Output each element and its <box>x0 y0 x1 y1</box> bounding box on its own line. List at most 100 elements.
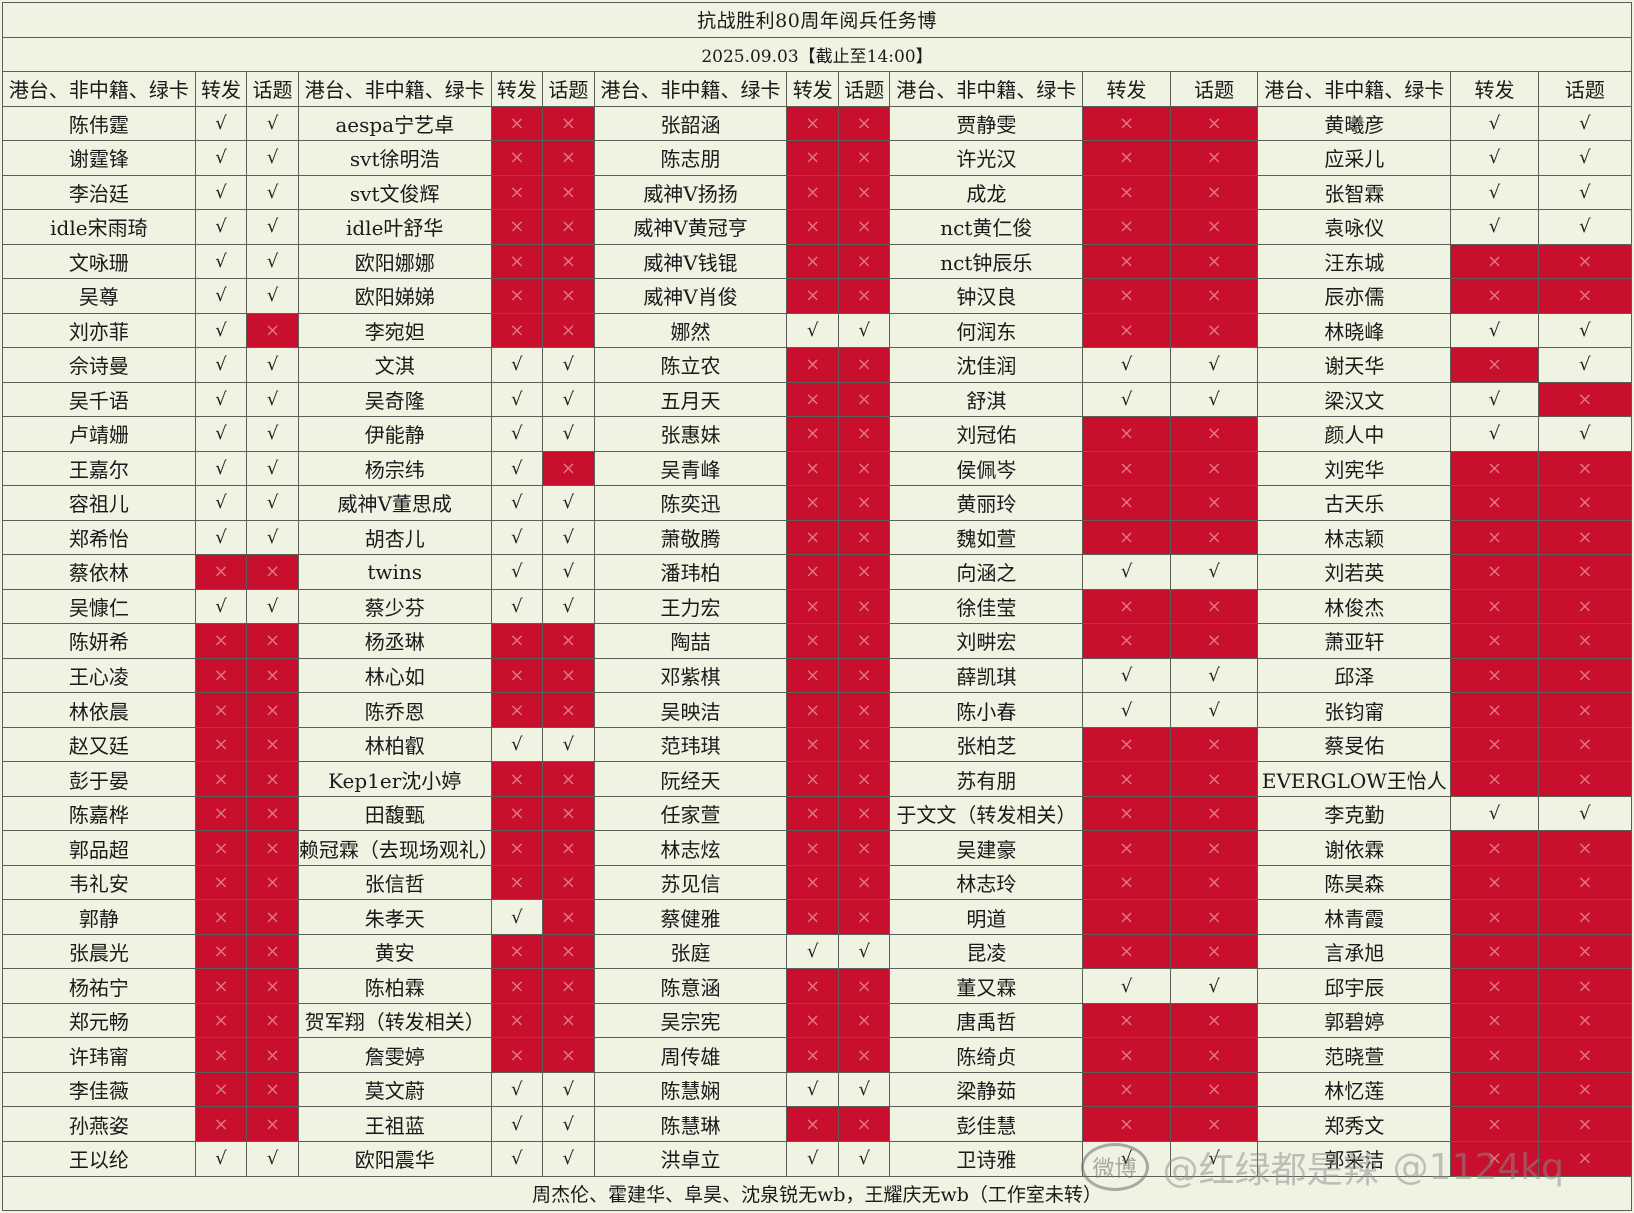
topic-cross-icon: × <box>1537 968 1633 1004</box>
person-name: 娜然 <box>593 312 788 349</box>
person-name: 欧阳娣娣 <box>297 278 492 314</box>
topic-check-icon: √ <box>542 519 595 556</box>
repost-cross-icon: × <box>1082 105 1171 142</box>
topic-check-icon: √ <box>542 1106 595 1142</box>
repost-cross-icon: × <box>1450 1037 1539 1073</box>
repost-cross-icon: × <box>490 830 544 866</box>
repost-cross-icon: × <box>194 761 248 797</box>
col-header-topic: 话题 <box>246 71 299 107</box>
topic-cross-icon: × <box>246 1071 299 1108</box>
person-name: 陈慧娴 <box>593 1071 788 1108</box>
table-row: 彭于晏 × × Kep1er沈小婷 × × 阮经天 × × 苏有朋 × × EVERGLOW王怡人 × × <box>2 761 1633 797</box>
topic-check-icon: √ <box>246 416 299 452</box>
col-header-topic: 话题 <box>1169 71 1259 107</box>
person-name: 文淇 <box>297 347 492 383</box>
repost-check-icon: √ <box>194 347 248 383</box>
topic-check-icon: √ <box>837 312 891 349</box>
person-name: 沈佳润 <box>889 347 1084 383</box>
repost-cross-icon: × <box>1082 623 1171 659</box>
col-header-name: 港台、非中籍、绿卡 <box>2 71 196 107</box>
table-row: 吴尊 √ √ 欧阳娣娣 × × 威神V肖俊 × × 钟汉良 × × 辰亦儒 × × <box>2 278 1633 314</box>
topic-cross-icon: × <box>1169 588 1259 625</box>
person-name: 王嘉尔 <box>2 450 196 487</box>
topic-check-icon: √ <box>837 1140 891 1177</box>
repost-cross-icon: × <box>490 864 544 901</box>
repost-check-icon: √ <box>490 416 544 452</box>
topic-check-icon: √ <box>837 933 891 970</box>
person-name: 彭于晏 <box>2 761 196 797</box>
person-name: 杨丞琳 <box>297 623 492 659</box>
table-row: 李治廷 √ √ svt文俊辉 × × 威神V扬扬 × × 成龙 × × 张智霖 √ √ <box>2 174 1633 211</box>
person-name: 李克勤 <box>1257 795 1452 832</box>
topic-check-icon: √ <box>1169 554 1259 590</box>
repost-cross-icon: × <box>786 692 839 728</box>
person-name: 威神V黄冠亨 <box>593 209 788 245</box>
person-name: 佘诗曼 <box>2 347 196 383</box>
topic-cross-icon: × <box>246 899 299 935</box>
person-name: 吴千语 <box>2 381 196 418</box>
repost-cross-icon: × <box>490 1037 544 1073</box>
person-name: 范晓萱 <box>1257 1037 1452 1073</box>
repost-check-icon: √ <box>1450 795 1539 832</box>
table-row: 郑希怡 √ √ 胡杏儿 √ √ 萧敬腾 × × 魏如萱 × × 林志颖 × × <box>2 519 1633 556</box>
topic-check-icon: √ <box>1169 1140 1259 1177</box>
person-name: 何润东 <box>889 312 1084 349</box>
topic-check-icon: √ <box>246 174 299 211</box>
repost-cross-icon: × <box>490 657 544 694</box>
person-name: Kep1er沈小婷 <box>297 761 492 797</box>
topic-cross-icon: × <box>1537 381 1633 418</box>
repost-cross-icon: × <box>786 1106 839 1142</box>
topic-cross-icon: × <box>1537 1140 1633 1177</box>
topic-cross-icon: × <box>542 1002 595 1039</box>
person-name: 徐佳莹 <box>889 588 1084 625</box>
topic-cross-icon: × <box>1169 795 1259 832</box>
person-name: 蔡少芬 <box>297 588 492 625</box>
topic-cross-icon: × <box>246 623 299 659</box>
repost-check-icon: √ <box>490 899 544 935</box>
person-name: 吴尊 <box>2 278 196 314</box>
repost-cross-icon: × <box>1450 899 1539 935</box>
topic-cross-icon: × <box>246 1002 299 1039</box>
repost-cross-icon: × <box>1450 657 1539 694</box>
repost-cross-icon: × <box>194 1002 248 1039</box>
topic-cross-icon: × <box>1537 692 1633 728</box>
person-name: 詹雯婷 <box>297 1037 492 1073</box>
person-name: 张信哲 <box>297 864 492 901</box>
repost-cross-icon: × <box>194 657 248 694</box>
table-body: 陈伟霆 √ √ aespa宁艺卓 × × 张韶涵 × × 贾静雯 × × 黄曦彦 √ √ 谢霆锋 √ √ svt徐明… <box>2 105 1633 1177</box>
repost-cross-icon: × <box>490 278 544 314</box>
person-name: EVERGLOW王怡人 <box>1257 761 1452 797</box>
person-name: 萧敬腾 <box>593 519 788 556</box>
topic-cross-icon: × <box>837 381 891 418</box>
repost-cross-icon: × <box>1082 519 1171 556</box>
topic-check-icon: √ <box>542 726 595 763</box>
repost-cross-icon: × <box>1082 933 1171 970</box>
topic-check-icon: √ <box>246 243 299 280</box>
person-name: 王力宏 <box>593 588 788 625</box>
topic-cross-icon: × <box>542 450 595 487</box>
topic-cross-icon: × <box>1537 554 1633 590</box>
topic-cross-icon: × <box>542 209 595 245</box>
topic-check-icon: √ <box>837 1071 891 1108</box>
person-name: 赵又廷 <box>2 726 196 763</box>
repost-cross-icon: × <box>1450 243 1539 280</box>
table-row: 杨祐宁 × × 陈柏霖 × × 陈意涵 × × 董又霖 √ √ 邱宇辰 × × <box>2 968 1633 1004</box>
person-name: 刘亦菲 <box>2 312 196 349</box>
repost-cross-icon: × <box>786 381 839 418</box>
person-name: 卢靖姗 <box>2 416 196 452</box>
person-name: 张钧甯 <box>1257 692 1452 728</box>
repost-check-icon: √ <box>194 588 248 625</box>
topic-check-icon: √ <box>542 1071 595 1108</box>
person-name: 蔡健雅 <box>593 899 788 935</box>
person-name: 伊能静 <box>297 416 492 452</box>
col-header-name: 港台、非中籍、绿卡 <box>593 71 788 107</box>
topic-cross-icon: × <box>1169 519 1259 556</box>
topic-cross-icon: × <box>1169 933 1259 970</box>
table-row: 谢霆锋 √ √ svt徐明浩 × × 陈志朋 × × 许光汉 × × 应采儿 √ √ <box>2 140 1633 176</box>
topic-cross-icon: × <box>246 795 299 832</box>
repost-cross-icon: × <box>786 623 839 659</box>
topic-cross-icon: × <box>1169 1106 1259 1142</box>
repost-check-icon: √ <box>1082 381 1171 418</box>
person-name: 林忆莲 <box>1257 1071 1452 1108</box>
person-name: 欧阳娜娜 <box>297 243 492 280</box>
